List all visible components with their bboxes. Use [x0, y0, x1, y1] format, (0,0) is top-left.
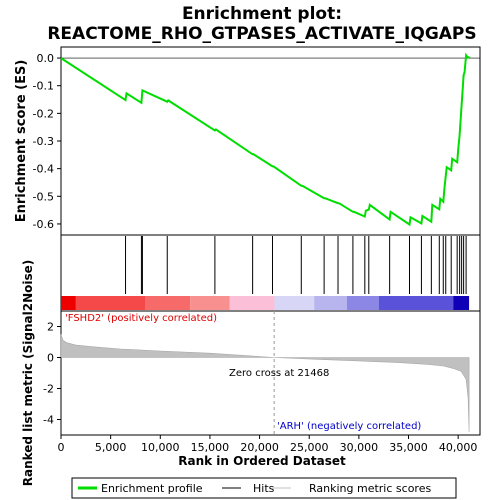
x-tick-label: 35,000 [389, 441, 428, 454]
x-tick-label: 20,000 [240, 441, 279, 454]
es-y-tick-label: -0.2 [33, 107, 54, 120]
heat-bar-segment [145, 296, 191, 310]
chart-subtitle: REACTOME_RHO_GTPASES_ACTIVATE_IQGAPS [47, 24, 476, 44]
hit-markers [125, 236, 467, 294]
es-y-axis: 0.0 -0.1 -0.2 -0.3 -0.4 -0.5 -0.6 [33, 52, 61, 231]
heat-bar-segment [378, 296, 454, 310]
es-y-tick-label: -0.6 [33, 218, 54, 231]
metric-y-tick-label: -2 [43, 383, 54, 396]
ranking-metric-area [60, 334, 470, 432]
es-y-label: Enrichment score (ES) [14, 60, 29, 223]
positive-correlation-label: 'FSHD2' (positively correlated) [65, 313, 217, 324]
chart-title: Enrichment plot: [182, 4, 342, 24]
x-axis-label: Rank in Ordered Dataset [178, 454, 346, 468]
legend-metric-label: Ranking metric scores [309, 482, 431, 495]
heat-bar-segment [346, 296, 379, 310]
es-y-tick-label: -0.3 [33, 135, 54, 148]
legend-profile-label: Enrichment profile [101, 482, 203, 495]
x-tick-label: 5,000 [95, 441, 127, 454]
x-axis: 0 5,000 10,000 15,000 20,000 25,000 30,000 35,0… [58, 435, 478, 454]
ranking-metric-fill [60, 334, 470, 432]
es-panel: 0.0 -0.1 -0.2 -0.3 -0.4 -0.5 -0.6 Enrichment s… [14, 46, 481, 236]
metric-y-tick-label: 0 [47, 352, 54, 365]
heat-bar-segment [314, 296, 347, 310]
metric-y-axis: 2 0 -2 -4 [43, 321, 61, 427]
x-tick-label: 10,000 [141, 441, 180, 454]
x-tick-label: 40,000 [439, 441, 478, 454]
legend: Enrichment profile Hits Ranking metric s… [71, 477, 457, 499]
heat-bar-segment [453, 296, 470, 310]
es-y-tick-label: -0.1 [33, 80, 54, 93]
metric-y-tick-label: -4 [43, 414, 54, 427]
legend-hits-label: Hits [253, 482, 275, 495]
x-tick-label: 25,000 [290, 441, 329, 454]
zero-cross-label: Zero cross at 21468 [229, 368, 329, 379]
negative-correlation-label: 'ARH' (negatively correlated) [277, 421, 421, 432]
heat-bar-segment [229, 296, 275, 310]
heat-bar-segment [190, 296, 230, 310]
heat-bar-segment [274, 296, 315, 310]
metric-panel: 2 0 -2 -4 'FSHD2' (positively correlated) '… [21, 260, 481, 487]
ranking-heat-bar [61, 296, 470, 310]
x-tick-label: 15,000 [191, 441, 230, 454]
es-y-tick-label: -0.5 [33, 190, 54, 203]
legend-box [71, 477, 457, 499]
enrichment-profile [60, 52, 471, 227]
es-y-tick-label: -0.4 [33, 163, 54, 176]
x-tick-label: 0 [58, 441, 65, 454]
x-tick-label: 30,000 [340, 441, 379, 454]
metric-y-label: Ranked list metric (Signal2Noise) [21, 260, 35, 487]
metric-panel-frame [60, 310, 481, 436]
enrichment-profile-line [60, 52, 471, 227]
metric-y-tick-label: 2 [47, 321, 54, 334]
hits-panel [60, 234, 481, 312]
es-panel-frame [60, 46, 481, 236]
es-y-tick-label: 0.0 [37, 52, 55, 65]
heat-bar-segment [75, 296, 146, 310]
heat-bar-segment [61, 296, 76, 310]
